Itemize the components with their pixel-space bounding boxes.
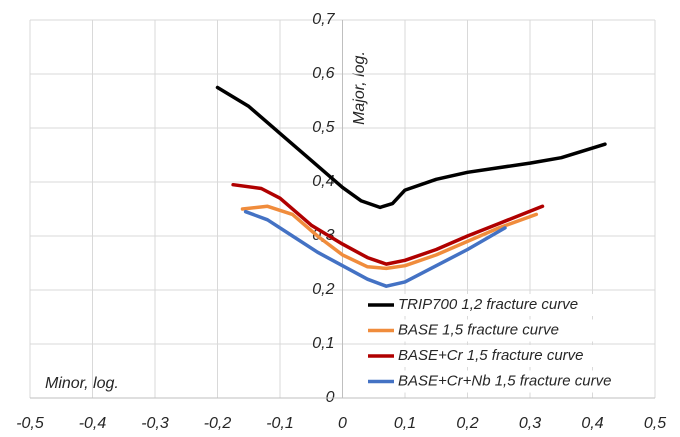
legend: TRIP700 1,2 fracture curve BASE 1,5 fract… (364, 294, 646, 393)
y-tick-label: 0,3 (312, 227, 334, 244)
x-tick-label: 0,3 (519, 415, 541, 432)
legend-label: BASE 1,5 fracture curve (398, 321, 559, 338)
legend-label: BASE+Cr+Nb 1,5 fracture curve (398, 372, 611, 389)
line-series (240, 204, 539, 271)
x-tick-label: -0,2 (204, 415, 232, 432)
legend-bg (364, 370, 646, 393)
y-tick-label: 0,1 (312, 335, 334, 352)
x-tick-label: -0,5 (16, 415, 44, 432)
legend-bg (364, 319, 646, 342)
legend-bg (364, 294, 646, 316)
line-series (243, 209, 507, 288)
x-tick-label: -0,3 (141, 415, 169, 432)
line-series (231, 182, 545, 266)
x-tick-label: -0,4 (79, 415, 107, 432)
x-tick-label: 0 (338, 415, 347, 432)
legend-label: TRIP700 1,2 fracture curve (398, 296, 578, 313)
x-tick-label: 0,1 (394, 415, 416, 432)
x-tick-label: 0,4 (581, 415, 603, 432)
y-axis-label: Major, log. (351, 51, 368, 125)
y-tick-label: 0,7 (312, 11, 335, 28)
y-tick-label: 0,5 (312, 119, 334, 136)
x-tick-label: -0,1 (266, 415, 294, 432)
legend-bg (364, 345, 646, 367)
x-tick-label: 0,5 (644, 415, 666, 432)
y-tick-label: 0,2 (312, 281, 334, 298)
y-tick-label: 0,6 (312, 65, 334, 82)
x-tick-label: 0,2 (456, 415, 478, 432)
line-series (215, 85, 607, 210)
x-axis-label: Minor, log. (45, 375, 119, 392)
legend-label: BASE+Cr 1,5 fracture curve (398, 347, 584, 364)
